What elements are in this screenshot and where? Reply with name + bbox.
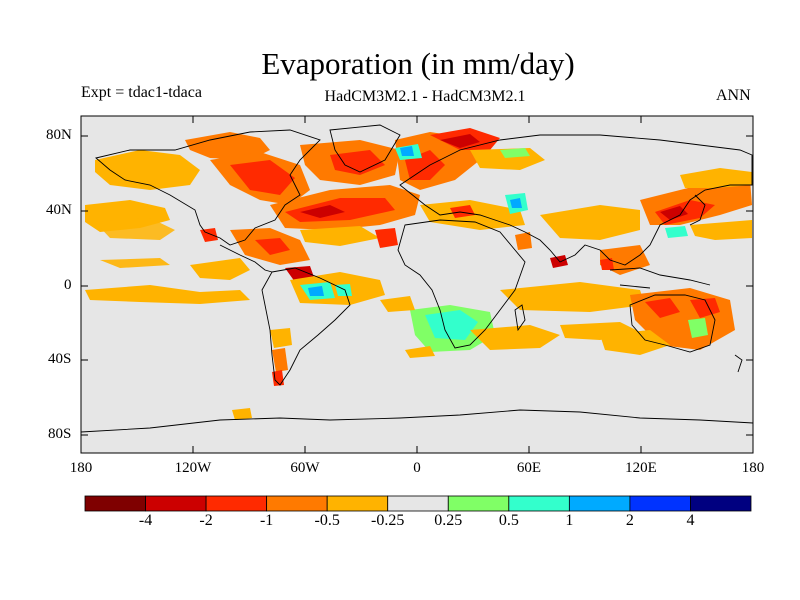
madagascar-outline xyxy=(514,304,526,332)
colorbar-label: 2 xyxy=(625,512,634,529)
colorbar-swatch xyxy=(508,495,570,512)
anomaly-region xyxy=(185,132,270,160)
lon-label-180e: 180 xyxy=(741,460,765,476)
antarctica-outline xyxy=(81,409,753,433)
anomaly-region xyxy=(470,325,560,350)
coastlines xyxy=(81,124,753,433)
colorbar-swatch xyxy=(326,495,389,512)
anomaly-region xyxy=(380,296,415,312)
anomaly-region xyxy=(272,348,288,372)
australia-outline xyxy=(629,294,716,353)
anomaly-region xyxy=(680,168,752,188)
anomaly-region xyxy=(688,318,708,338)
new-zealand-outline xyxy=(734,354,743,373)
model-comparison-label: HadCM3M2.1 - HadCM3M2.1 xyxy=(324,88,526,105)
lat-label-80s: 80S xyxy=(48,426,72,442)
lon-label-180w: 180 xyxy=(69,460,93,476)
africa-outline xyxy=(397,219,526,349)
anomaly-region xyxy=(540,205,640,240)
south-america-outline xyxy=(261,267,351,386)
season-label: ANN xyxy=(716,87,751,104)
anomaly-region xyxy=(400,146,414,156)
north-america-outline xyxy=(95,129,321,246)
anomaly-region xyxy=(660,206,688,220)
colorbar-label: 0.25 xyxy=(434,512,463,529)
colorbar-swatch xyxy=(387,495,449,512)
colorbar-swatch xyxy=(84,495,146,512)
anomaly-region xyxy=(300,226,380,246)
eurasia-outline xyxy=(399,134,753,266)
experiment-label: Expt = tdac1-tdaca xyxy=(81,84,202,101)
japan-outline xyxy=(689,194,706,226)
anomaly-region xyxy=(690,220,752,240)
colorbar-label: 4 xyxy=(686,512,695,529)
anomaly-region xyxy=(450,205,475,218)
anomaly-region xyxy=(300,205,345,218)
colorbar-label: 0.5 xyxy=(498,512,519,529)
anomaly-region xyxy=(100,258,170,268)
anomaly-region xyxy=(95,218,175,240)
anomaly-region xyxy=(600,330,670,355)
anomaly-fields xyxy=(85,128,752,420)
anomaly-region xyxy=(230,160,295,195)
anomaly-region xyxy=(500,282,645,312)
greenland-outline xyxy=(329,124,401,173)
maritime-continent-outline xyxy=(609,267,711,289)
anomaly-region xyxy=(440,134,480,148)
anomaly-region xyxy=(270,328,292,348)
lat-ticks xyxy=(81,135,753,436)
colorbar-swatch xyxy=(690,495,752,512)
lat-label-0: 0 xyxy=(64,277,72,293)
lon-label-120w: 120W xyxy=(174,460,212,476)
map-title: Evaporation (in mm/day) xyxy=(261,46,575,81)
colorbar-label: -4 xyxy=(138,512,153,529)
anomaly-region xyxy=(515,232,532,250)
anomaly-region xyxy=(232,408,252,420)
anomaly-region xyxy=(95,150,200,190)
anomaly-region xyxy=(405,346,435,358)
colorbar-swatch xyxy=(568,495,631,512)
lat-label-40s: 40S xyxy=(48,351,72,367)
colorbar-swatch xyxy=(266,495,328,512)
anomaly-region xyxy=(665,226,688,238)
anomaly-region xyxy=(272,370,284,386)
colorbar-label: 1 xyxy=(565,512,574,529)
colorbar-label: -2 xyxy=(199,512,213,529)
colorbar-swatch xyxy=(447,495,510,512)
colorbar-label: -0.25 xyxy=(371,512,405,529)
lon-ticks xyxy=(80,116,754,453)
lon-label-60w: 60W xyxy=(290,460,320,476)
anomaly-region xyxy=(308,286,324,296)
lon-label-60e: 60E xyxy=(516,460,542,476)
anomaly-region xyxy=(690,298,720,318)
colorbar-label: -1 xyxy=(259,512,274,529)
anomaly-region xyxy=(330,150,385,175)
colorbar-swatch xyxy=(145,495,207,512)
anomaly-region xyxy=(190,258,250,280)
anomaly-region xyxy=(645,298,680,318)
anomaly-region xyxy=(85,285,250,304)
anomaly-region xyxy=(425,310,478,340)
lon-label-0: 0 xyxy=(413,460,421,476)
anomaly-region xyxy=(375,228,398,248)
colorbar xyxy=(84,495,752,512)
anomaly-region xyxy=(500,148,530,158)
anomaly-region xyxy=(600,258,614,270)
anomaly-region xyxy=(335,284,352,296)
colorbar-swatch xyxy=(205,495,268,512)
anomaly-region xyxy=(255,238,290,255)
anomaly-region xyxy=(510,198,522,208)
colorbar-swatch xyxy=(629,495,691,512)
central-america-outline xyxy=(219,244,273,273)
colorbar-label: -0.5 xyxy=(314,512,340,529)
lon-label-120e: 120E xyxy=(625,460,657,476)
lat-label-80n: 80N xyxy=(46,127,72,143)
lat-label-40n: 40N xyxy=(46,202,72,218)
